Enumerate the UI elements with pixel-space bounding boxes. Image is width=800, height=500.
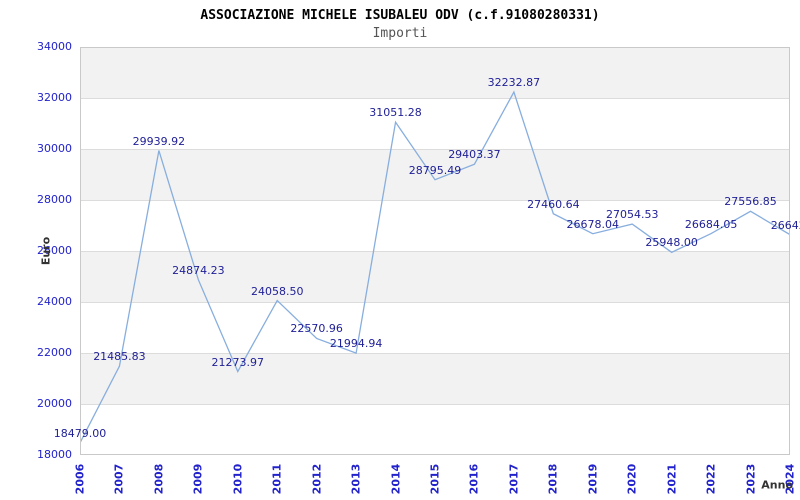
- gridline: [80, 98, 790, 99]
- gridline: [80, 353, 790, 354]
- x-tick-label: 2020: [625, 463, 639, 495]
- y-tick-label: 28000: [37, 193, 72, 206]
- y-tick-label: 32000: [37, 91, 72, 104]
- data-line: [80, 90, 790, 444]
- y-tick-label: 26000: [37, 244, 72, 257]
- x-tick-label: 2017: [507, 463, 521, 495]
- x-tick-label: 2016: [467, 463, 481, 495]
- plot-band: [80, 98, 790, 149]
- data-point-label: 28795.49: [408, 163, 462, 177]
- data-point-label: 22570.96: [290, 322, 343, 336]
- x-tick-label: 2012: [310, 463, 324, 495]
- x-tick-label: 2022: [704, 463, 718, 495]
- data-point-label: 26678.04: [566, 217, 620, 231]
- x-tick-label: 2014: [389, 463, 403, 495]
- data-point-label: 21485.83: [93, 350, 146, 364]
- x-tick-label: 2021: [665, 463, 679, 495]
- x-tick-label: 2015: [428, 463, 442, 495]
- x-tick-label: 2009: [191, 463, 205, 495]
- data-point-label: 29939.92: [132, 134, 186, 148]
- data-point-label: 21994.94: [329, 337, 383, 351]
- x-tick-label: 2008: [152, 463, 166, 495]
- plot-band: [80, 404, 790, 455]
- x-tick-label: 2011: [270, 463, 284, 495]
- x-tick-label: 2013: [349, 463, 363, 495]
- y-tick-label: 30000: [37, 142, 72, 155]
- y-tick-label: 22000: [37, 346, 72, 359]
- data-point-label: 26684.05: [684, 217, 738, 231]
- chart-subtitle: Importi: [372, 26, 428, 41]
- data-point-label: 21273.97: [211, 355, 265, 369]
- data-point-label: 24874.23: [172, 263, 225, 277]
- gridline: [80, 302, 790, 303]
- data-point-label: 27556.85: [724, 195, 777, 209]
- gridline: [80, 149, 790, 150]
- data-point-label: 27460.64: [527, 197, 580, 211]
- x-tick-label: 2023: [744, 463, 758, 495]
- x-tick-label: 2006: [73, 463, 87, 495]
- gridline: [80, 404, 790, 405]
- y-tick-label: 24000: [37, 295, 72, 308]
- plot-band: [80, 200, 790, 251]
- y-axis-title: Euro: [39, 236, 53, 266]
- gridline: [80, 251, 790, 252]
- data-point-label: 29403.37: [448, 148, 501, 162]
- x-tick-label: 2007: [112, 463, 126, 495]
- plot-band: [80, 47, 790, 98]
- x-tick-label: 2018: [546, 463, 560, 495]
- data-point-label: 31051.28: [369, 106, 422, 120]
- data-point-label: 27054.53: [605, 208, 659, 222]
- plot-band: [80, 302, 790, 353]
- data-point-label: 18479.00: [53, 426, 107, 440]
- y-tick-label: 18000: [37, 448, 72, 461]
- plot-band: [80, 149, 790, 200]
- plot-area: [80, 47, 790, 455]
- x-tick-label: 2010: [231, 463, 245, 495]
- y-tick-label: 34000: [37, 40, 72, 53]
- x-tick-label: 2019: [586, 463, 600, 495]
- data-point-label: 26642.: [770, 218, 800, 232]
- data-point-label: 24058.50: [250, 284, 304, 298]
- chart-title: ASSOCIAZIONE MICHELE ISUBALEU ODV (c.f.9…: [200, 8, 600, 23]
- plot-band: [80, 251, 790, 302]
- y-tick-label: 20000: [37, 397, 72, 410]
- plot-band: [80, 353, 790, 404]
- x-axis-title: Anno: [761, 478, 793, 492]
- data-point-label: 25948.00: [645, 236, 698, 250]
- data-line-svg: [80, 90, 790, 444]
- gridline: [80, 200, 790, 201]
- data-point-label: 32232.87: [487, 76, 541, 90]
